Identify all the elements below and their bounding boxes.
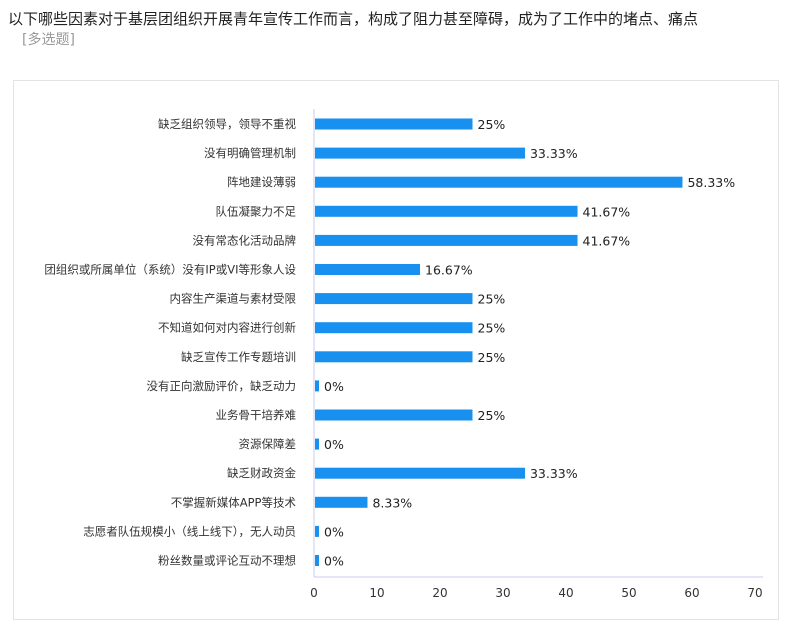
value-label: 0%: [324, 554, 344, 569]
category-label: 不知道如何对内容进行创新: [158, 321, 296, 335]
bar: [315, 438, 319, 450]
x-tick-label: 20: [432, 586, 447, 600]
x-tick-label: 30: [495, 586, 510, 600]
value-label: 33.33%: [530, 466, 578, 481]
bar: [315, 409, 473, 421]
bar: [315, 176, 683, 188]
category-label: 粉丝数量或评论互动不理想: [158, 554, 296, 568]
chart-card: 缺乏组织领导，领导不重视 25% 没有明确管理机制 33.33% 阵地建设薄弱 58.33…: [13, 80, 779, 620]
category-label: 业务骨干培养难: [216, 408, 297, 422]
bar: [315, 293, 473, 305]
category-label: 内容生产渠道与素材受限: [170, 292, 297, 306]
category-label: 缺乏财政资金: [227, 466, 296, 480]
bar-chart: 缺乏组织领导，领导不重视 25% 没有明确管理机制 33.33% 阵地建设薄弱 58.33…: [44, 109, 763, 600]
x-tick-label: 0: [310, 586, 318, 600]
question-title: 以下哪些因素对于基层团组织开展青年宣传工作而言，构成了阻力甚至障碍，成为了工作中…: [8, 10, 699, 28]
value-label: 0%: [324, 524, 344, 539]
bar: [315, 264, 421, 275]
bar: [315, 234, 578, 246]
value-label: 0%: [324, 379, 344, 394]
question-type-tag: [多选题]: [22, 32, 75, 48]
x-tick-label: 60: [684, 586, 699, 600]
category-label: 缺乏组织领导，领导不重视: [158, 117, 296, 131]
value-label: 58.33%: [687, 175, 735, 190]
value-label: 33.33%: [530, 146, 578, 161]
x-tick-label: 70: [747, 586, 762, 600]
value-label: 25%: [478, 321, 506, 336]
x-tick-label: 10: [369, 586, 384, 600]
category-label: 没有明确管理机制: [204, 146, 296, 160]
value-label: 41.67%: [583, 233, 631, 248]
bar: [315, 496, 368, 508]
bar: [315, 118, 473, 130]
bar: [315, 555, 319, 566]
category-label: 队伍凝聚力不足: [216, 204, 297, 218]
value-label: 25%: [478, 292, 506, 307]
category-label: 资源保障差: [239, 437, 297, 451]
category-label: 不掌握新媒体APP等技术: [171, 495, 297, 509]
value-label: 25%: [478, 408, 506, 423]
value-label: 8.33%: [372, 495, 412, 510]
category-label: 志愿者队伍规模小（线上线下），无人动员: [83, 524, 296, 538]
bar: [315, 525, 319, 537]
value-label: 16.67%: [425, 263, 473, 278]
value-label: 25%: [478, 350, 506, 365]
category-label: 没有正向激励评价，缺乏动力: [147, 379, 297, 393]
bar: [315, 467, 525, 479]
value-label: 25%: [478, 117, 506, 132]
value-label: 0%: [324, 437, 344, 452]
category-label: 缺乏宣传工作专题培训: [181, 350, 296, 364]
bar: [315, 322, 473, 334]
category-label: 没有常态化活动品牌: [193, 233, 297, 247]
value-label: 41.67%: [583, 204, 631, 219]
bar: [315, 380, 319, 392]
x-tick-label: 40: [558, 586, 573, 600]
bar: [315, 147, 525, 159]
category-label: 阵地建设薄弱: [227, 175, 296, 189]
bar: [315, 205, 578, 217]
category-label: 团组织或所属单位（系统）没有IP或VI等形象人设: [44, 263, 296, 277]
question-header: 以下哪些因素对于基层团组织开展青年宣传工作而言，构成了阻力甚至障碍，成为了工作中…: [8, 8, 784, 50]
bar: [315, 351, 473, 363]
x-tick-label: 50: [621, 586, 636, 600]
